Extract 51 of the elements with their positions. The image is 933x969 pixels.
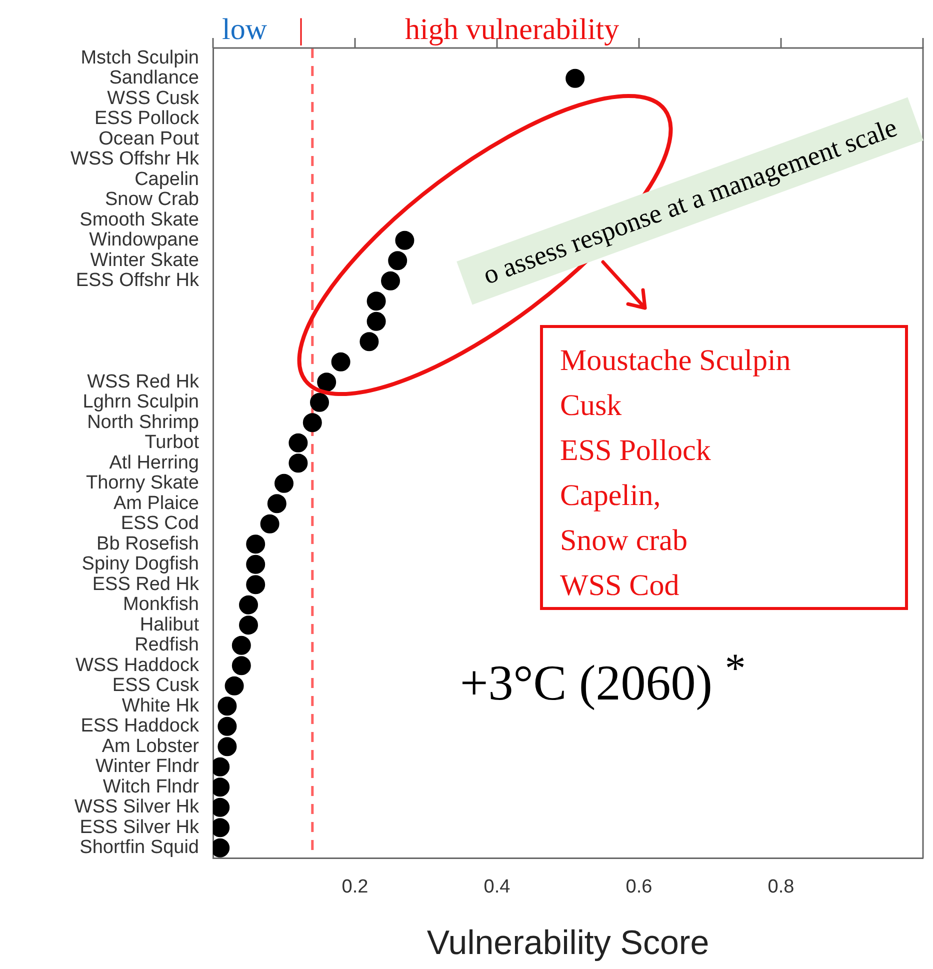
y-tick-label: ESS Silver Hk — [80, 816, 200, 838]
y-tick-label: Shortfin Squid — [80, 837, 199, 858]
text: | — [298, 12, 304, 48]
y-tick-label: White Hk — [122, 695, 200, 716]
y-tick-label: Winter Flndr — [96, 756, 200, 778]
y-tick-label: Thorny Skate — [86, 472, 199, 494]
y-tick-label: WSS Silver Hk — [74, 796, 200, 818]
y-tick-label: ESS Offshr Hk — [76, 270, 200, 292]
y-tick-label: WSS Haddock — [75, 654, 200, 676]
y-tick-label: Bb Rosefish — [96, 533, 199, 554]
y-tick-label: Am Plaice — [113, 492, 199, 514]
y-tick-label: Lghrn Sculpin — [82, 392, 199, 413]
x-axis-title: Vulnerability Score — [426, 924, 710, 962]
y-tick-label: Halibut — [140, 614, 200, 636]
y-tick-label: Sandlance — [109, 68, 199, 89]
y-tick-label: Capelin — [134, 168, 199, 190]
y-tick-label: WSS Offshr Hk — [70, 148, 200, 170]
y-tick-label: Ocean Pout — [98, 128, 200, 150]
y-tick-label: Winter Skate — [90, 250, 199, 271]
x-tick-label: 0.8 — [768, 876, 794, 898]
y-tick-label: ESS Red Hk — [92, 574, 200, 595]
y-tick-label: North Shrimp — [87, 412, 199, 433]
annotation: Capelin, — [560, 478, 662, 514]
y-tick-label: Witch Flndr — [102, 776, 200, 798]
y-tick-label: Monkfish — [122, 594, 199, 616]
y-tick-label: ESS Cusk — [112, 675, 200, 696]
annotation: ESS Pollock — [560, 433, 712, 469]
y-tick-label: WSS Red Hk — [87, 371, 200, 392]
text: high vulnerability — [405, 12, 620, 48]
y-tick-label: Spiny Dogfish — [82, 554, 199, 575]
y-tick-label: Snow Crab — [105, 189, 199, 210]
annotation: WSS Cod — [560, 568, 680, 604]
y-tick-label: Atl Herring — [109, 452, 199, 474]
y-tick-label: Windowpane — [89, 230, 199, 251]
y-tick-label: ESS Haddock — [80, 716, 200, 737]
y-tick-label: ESS Cod — [120, 513, 199, 534]
annotation: Moustache Sculpin — [560, 343, 792, 379]
annotation: +3°C (2060) $^{*}$ — [460, 645, 746, 712]
text: low — [222, 12, 267, 48]
annotation: Cusk — [560, 388, 623, 424]
y-tick-label: ESS Pollock — [94, 108, 200, 130]
x-tick-label: 0.6 — [626, 876, 652, 898]
y-tick-label: WSS Cusk — [107, 88, 200, 109]
x-tick-label: 0.4 — [484, 876, 511, 898]
y-tick-label: Smooth Skate — [80, 209, 199, 230]
y-tick-label: Am Lobster — [102, 736, 200, 757]
y-tick-label: Turbot — [144, 432, 200, 454]
x-tick-label: 0.2 — [342, 876, 368, 898]
annotation: Snow crab — [560, 523, 688, 559]
y-tick-label: Redfish — [134, 634, 199, 656]
y-tick-label: Mstch Sculpin — [80, 47, 199, 68]
